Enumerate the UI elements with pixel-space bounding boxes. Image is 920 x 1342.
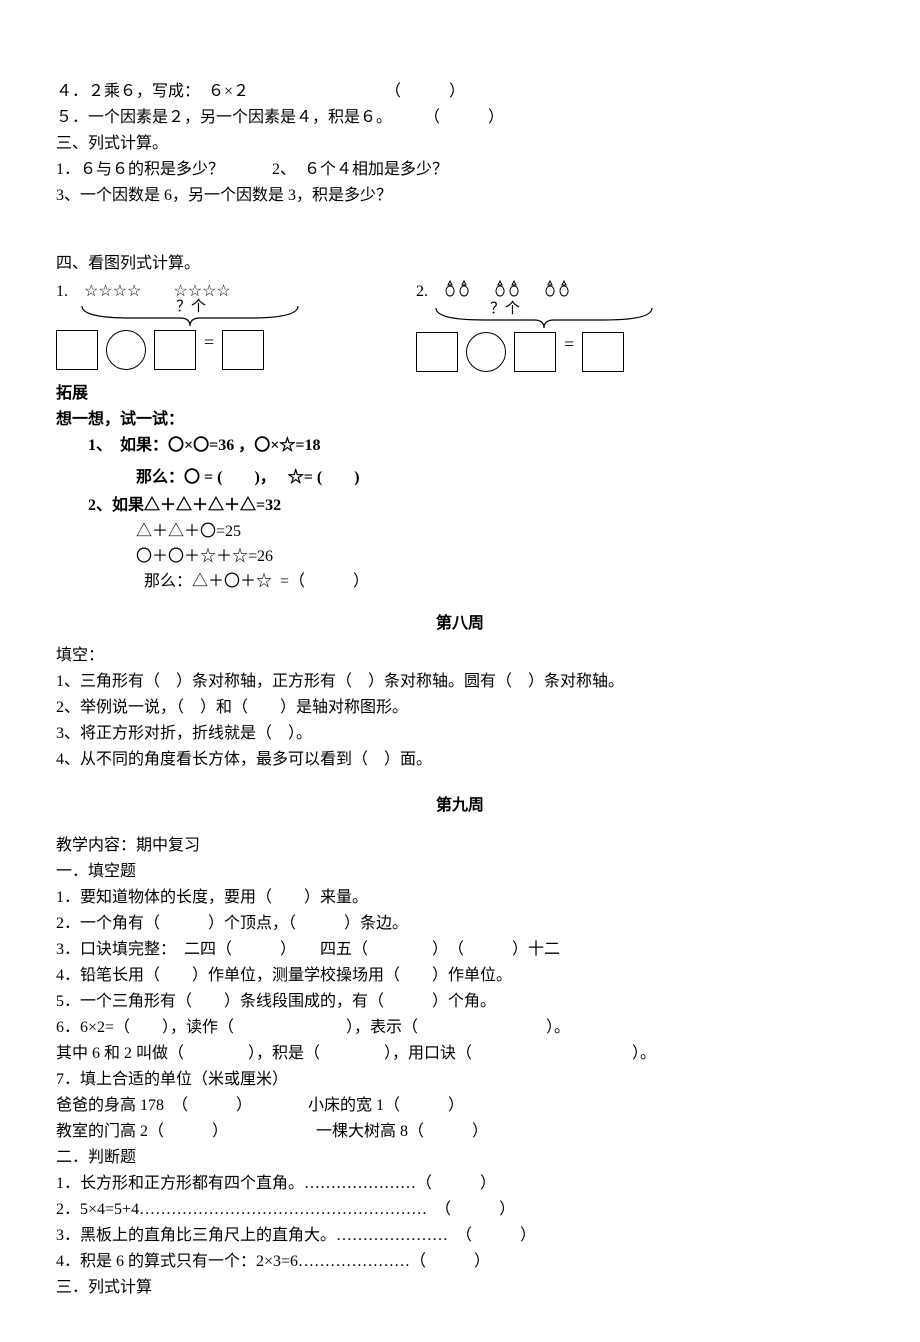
week9-s1q4: 4．铅笔长用（ ）作单位，测量学校操场用（ ）作单位。 [56, 964, 864, 988]
diagram1-label: 1. [56, 280, 84, 304]
ext-q2-line4: 那么：△＋〇＋☆ =（ ） [56, 570, 864, 593]
ext-q2-line3: 〇＋〇＋☆＋☆=26 [56, 545, 864, 568]
week9-s1q2: 2．一个角有（ ）个顶点，（ ）条边。 [56, 912, 864, 936]
equals-sign: = [204, 329, 214, 356]
equals-sign: = [564, 331, 574, 358]
diagram2-label: 2. [416, 280, 444, 304]
bracket-icon [434, 306, 654, 330]
input-box[interactable] [154, 330, 196, 370]
section3-line1: 1．６与６的积是多少？ 2、 ６个４相加是多少？ [56, 158, 864, 182]
week8-q1: 1、三角形有（ ）条对称轴，正方形有（ ）条对称轴。圆有（ ）条对称轴。 [56, 670, 864, 694]
week9-sec2-title: 二．判断题 [56, 1146, 864, 1170]
week9-sec3-title: 三．列式计算 [56, 1276, 864, 1300]
week9-s2q3: 3．黑板上的直角比三角尺上的直角大。………………… （ ） [56, 1224, 864, 1248]
diagram2-qmark: ？个 [490, 298, 520, 321]
week9-s1q5: 5．一个三角形有（ ）条线段围成的，有（ ）个角。 [56, 990, 864, 1014]
diagram1-equation: = [56, 330, 416, 370]
week8-fill-label: 填空： [56, 644, 864, 668]
input-circle[interactable] [106, 330, 146, 370]
week8-q4: 4、从不同的角度看长方体，最多可以看到（ ）面。 [56, 748, 864, 772]
diagram1-qmark: ？个 [176, 296, 206, 319]
ext-q1-line2: 那么：〇 = ( )， ☆= ( ) [56, 466, 864, 490]
week9-s1q3: 3．口诀填完整： 二四（ ） 四五（ ） （ ）十二 [56, 938, 864, 962]
week8-q3: 3、将正方形对折，折线就是（ ）。 [56, 722, 864, 746]
judge-q5: ５．一个因素是２，另一个因素是４，积是６。 （ ） [56, 106, 864, 130]
week9-title: 第九周 [56, 794, 864, 818]
week9-content-label: 教学内容：期中复习 [56, 834, 864, 858]
week9-s1q7: 7．填上合适的单位（米或厘米） [56, 1068, 864, 1092]
week9-s1q7a: 爸爸的身高 178 （ ） 小床的宽 1（ ） [56, 1094, 864, 1118]
input-box[interactable] [416, 332, 458, 372]
input-box[interactable] [222, 330, 264, 370]
section3-title: 三、列式计算。 [56, 132, 864, 156]
input-box[interactable] [514, 332, 556, 372]
section3-line2: 3、一个因数是 6，另一个因数是 3，积是多少？ [56, 184, 864, 208]
section4-title: 四、看图列式计算。 [56, 252, 864, 276]
week9-s1q6a: 6．6×2=（ ），读作（ ），表示（ ）。 [56, 1016, 864, 1040]
week8-q2: 2、举例说一说，（ ）和（ ）是轴对称图形。 [56, 696, 864, 720]
input-box[interactable] [56, 330, 98, 370]
judge-q4: ４．２乘６，写成： ６×２ （ ） [56, 80, 864, 104]
ext-q2-line1: 2、如果△＋△＋△＋△=32 [56, 494, 864, 518]
ext-q2-line2: △＋△＋〇=25 [56, 520, 864, 543]
extension-title: 拓展 [56, 382, 864, 406]
week9-s1q6b: 其中 6 和 2 叫做（ ），积是（ ），用口诀（ ）。 [56, 1042, 864, 1066]
input-box[interactable] [582, 332, 624, 372]
week9-s1q1: 1．要知道物体的长度，要用（ ）来量。 [56, 886, 864, 910]
input-circle[interactable] [466, 332, 506, 372]
extension-subtitle: 想一想，试一试： [56, 408, 864, 432]
week9-s1q7b: 教室的门高 2（ ） 一棵大树高 8（ ） [56, 1120, 864, 1144]
week8-title: 第八周 [56, 612, 864, 636]
diagram1-stars: ☆☆☆☆ ☆☆☆☆ [84, 280, 231, 304]
diagram2-equation: = [416, 332, 776, 372]
diagram-row: 1. ☆☆☆☆ ☆☆☆☆ ？个 = 2. [56, 280, 864, 372]
week9-s2q4: 4．积是 6 的算式只有一个：2×3=6…………………（ ） [56, 1250, 864, 1274]
week9-s2q1: 1．长方形和正方形都有四个直角。…………………（ ） [56, 1172, 864, 1196]
week9-s2q2: 2．5×4=5+4……………………………………………… （ ） [56, 1198, 864, 1222]
week9-sec1-title: 一．填空题 [56, 860, 864, 884]
ext-q1-line1: 1、 如果：〇×〇=36 ，〇×☆=18 [56, 434, 864, 458]
